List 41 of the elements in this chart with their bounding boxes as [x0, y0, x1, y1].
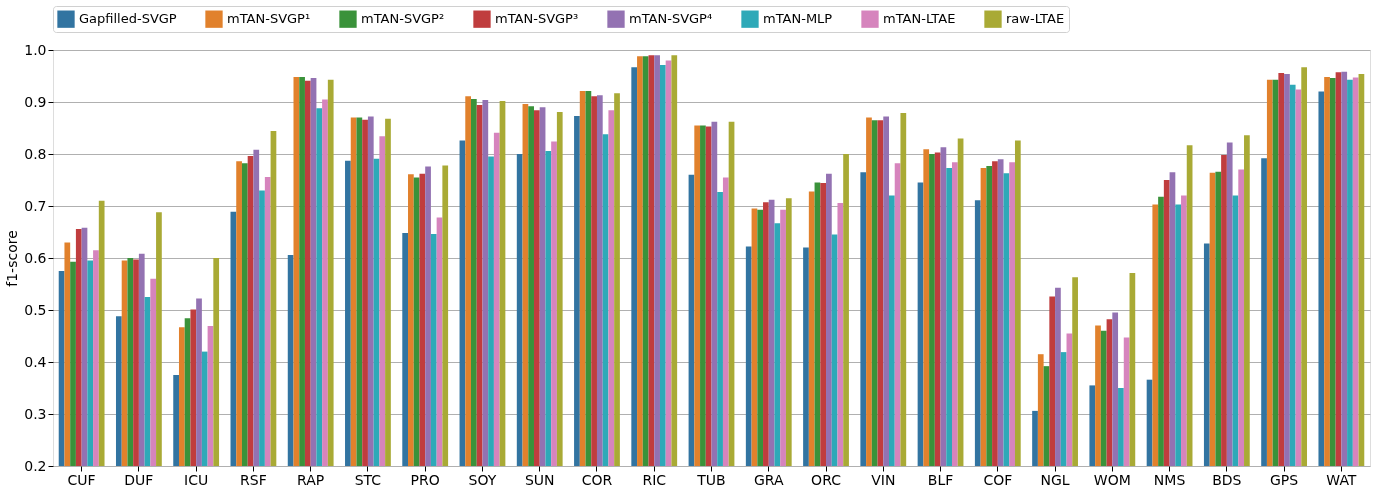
x-tick-label: COF	[983, 471, 1013, 488]
legend-label: mTAN-MLP	[763, 11, 833, 27]
x-tick-label: PRO	[410, 471, 440, 488]
y-tick-label: 0.8	[24, 145, 47, 162]
y-tick-label: 1.0	[24, 41, 47, 58]
legend-label: Gapfilled-SVGP	[79, 11, 177, 27]
y-axis-title: f1-score	[4, 230, 21, 287]
legend-label: mTAN-LTAE	[883, 11, 956, 27]
legend-label: mTAN-SVGP³	[495, 11, 579, 27]
x-tick-label: GPS	[1270, 471, 1299, 488]
x-tick-label: CUF	[67, 471, 96, 488]
x-tick-label: RIC	[642, 471, 667, 488]
x-tick-label: SUN	[524, 471, 555, 488]
y-tick-label: 0.6	[24, 249, 47, 266]
y-tick-label: 0.4	[24, 353, 47, 370]
y-tick-label: 0.2	[24, 457, 47, 474]
x-tick-label: ORC	[811, 471, 842, 488]
y-tick-label: 0.3	[24, 405, 47, 422]
x-tick-label: BLF	[927, 471, 954, 488]
legend-label: mTAN-SVGP²	[361, 11, 445, 27]
x-tick-label: NMS	[1153, 471, 1186, 488]
x-tick-label: RAP	[297, 471, 325, 488]
x-tick-label: COR	[581, 471, 613, 488]
y-tick-label: 0.5	[24, 301, 47, 318]
x-tick-label: DUF	[124, 471, 154, 488]
legend-label: raw-LTAE	[1006, 11, 1065, 27]
x-tick-label: VIN	[871, 471, 896, 488]
x-tick-label: TUB	[696, 471, 726, 488]
x-tick-label: RSF	[240, 471, 267, 488]
x-tick-label: WAT	[1326, 471, 1357, 488]
y-tick-label: 0.9	[24, 93, 47, 110]
x-tick-label: SOY	[468, 471, 497, 488]
legend-label: mTAN-SVGP⁴	[629, 11, 713, 27]
legend-label: mTAN-SVGP¹	[227, 11, 311, 27]
x-tick-label: GRA	[753, 471, 784, 488]
x-tick-label: WOM	[1093, 471, 1131, 488]
x-tick-label: BDS	[1212, 471, 1242, 488]
x-tick-label: NGL	[1040, 471, 1070, 488]
y-tick-label: 0.7	[24, 197, 47, 214]
x-tick-label: STC	[354, 471, 382, 488]
x-tick-label: ICU	[184, 471, 209, 488]
